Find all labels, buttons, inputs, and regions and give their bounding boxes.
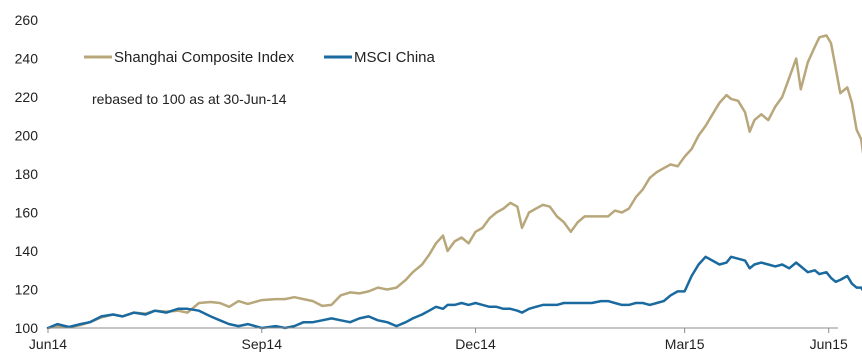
y-tick-label: 200: [15, 128, 39, 144]
y-tick-label: 140: [15, 243, 39, 259]
y-tick-label: 100: [15, 320, 39, 336]
x-tick-label: Sep14: [242, 336, 283, 352]
y-tick-label: 260: [15, 12, 39, 28]
y-tick-label: 180: [15, 166, 39, 182]
y-axis-ticks: 100 120 140 160 180 200 220 240 260: [15, 12, 39, 336]
y-tick-label: 240: [15, 51, 39, 67]
x-axis-ticks: Jun14 Sep14 Dec14 Mar15 Jun15: [29, 328, 848, 352]
y-tick-label: 120: [15, 282, 39, 298]
x-tick-label: Mar15: [665, 336, 705, 352]
y-tick-label: 220: [15, 89, 39, 105]
rebase-annotation: rebased to 100 as at 30-Jun-14: [92, 91, 287, 107]
x-tick-label: Jun14: [29, 336, 67, 352]
legend-label-msci: MSCI China: [354, 49, 436, 66]
legend-label-shanghai: Shanghai Composite Index: [114, 49, 295, 66]
legend: Shanghai Composite Index MSCI China: [84, 49, 436, 66]
y-tick-label: 160: [15, 205, 39, 221]
series-line-shanghai: [46, 34, 862, 330]
x-tick-label: Dec14: [455, 336, 496, 352]
series-layer: [46, 34, 862, 330]
x-tick-label: Jun15: [810, 336, 848, 352]
series-line-msci: [46, 255, 862, 330]
